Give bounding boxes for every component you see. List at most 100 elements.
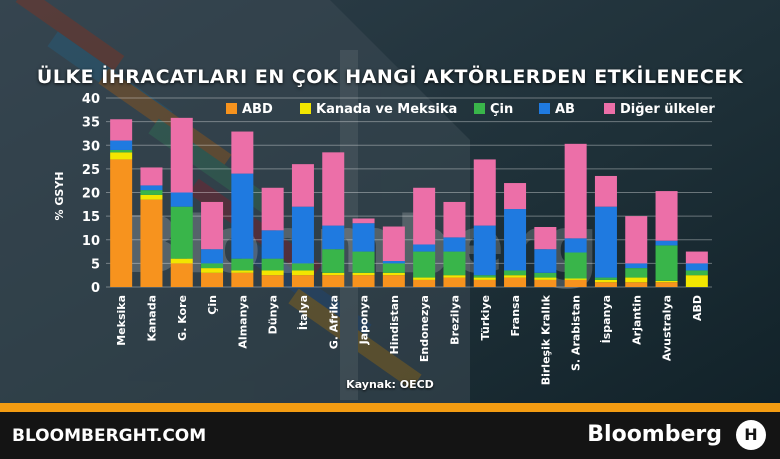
bar-segment	[564, 278, 587, 280]
bar-segment	[443, 237, 466, 252]
bar-segment	[443, 277, 466, 287]
x-tick-label: Japonya	[358, 295, 371, 345]
bar-segment	[564, 279, 587, 287]
bar-segment	[564, 238, 587, 253]
bar-segment	[413, 279, 436, 287]
bar-segment	[534, 277, 557, 280]
site-link[interactable]: BLOOMBERGHT.COM	[12, 426, 207, 446]
grid-lines	[106, 97, 712, 288]
bar-segment	[322, 272, 345, 276]
chart-title: ÜLKE İHRACATLARI EN ÇOK HANGİ AKTÖRLERDE…	[36, 66, 744, 88]
x-tick-label: Avustralya	[661, 295, 674, 361]
bar-segment	[594, 277, 617, 280]
legend-swatch	[539, 103, 550, 114]
bar-segment	[625, 282, 648, 287]
legend-swatch	[604, 103, 615, 114]
bar-segment	[504, 183, 527, 210]
y-tick-label: 30	[82, 139, 100, 154]
bar-segment	[352, 223, 375, 252]
bloomberght-logo-icon: H	[736, 420, 766, 450]
bar-segment	[382, 261, 405, 264]
bar-segment	[352, 272, 375, 276]
legend: ABD Kanada ve Meksika Çin AB Diğer ülkeler	[226, 102, 715, 117]
legend-label: Kanada ve Meksika	[316, 102, 457, 117]
bar-segment	[655, 240, 678, 246]
bar-segment	[352, 275, 375, 287]
bar-segment	[231, 272, 254, 287]
footer-accent-stripe	[0, 403, 780, 412]
x-tick-label: Dünya	[267, 295, 280, 334]
y-axis-label: % GSYH	[53, 172, 66, 221]
y-tick-label: 40	[82, 92, 100, 107]
x-tick-label: G. Kore	[176, 295, 189, 341]
bar-segment	[231, 270, 254, 273]
bar-segment	[413, 187, 436, 245]
bar-segment	[140, 194, 163, 200]
bar-segment	[534, 249, 557, 273]
bar-segment	[110, 149, 133, 153]
bar-segment	[564, 252, 587, 279]
bar-segment	[110, 119, 133, 141]
bar-segment	[291, 275, 314, 287]
bar-segment	[201, 272, 224, 287]
legend-swatch	[300, 103, 311, 114]
bar-segment	[140, 190, 163, 195]
bar-segment	[473, 277, 496, 280]
bar-segment	[352, 218, 375, 224]
bar-segment	[261, 270, 284, 276]
bar-segment	[201, 201, 224, 250]
y-axis-ticks: 0 5 10 15 20 25 30 35 40	[82, 92, 100, 296]
bar-segment	[534, 279, 557, 287]
bar-segment	[110, 152, 133, 160]
bar-segment	[170, 263, 193, 287]
x-tick-label: ABD	[691, 295, 704, 321]
bar-segment	[110, 159, 133, 287]
stacked-bar-chart: 0 5 10 15 20 25 30 35 40 Meksika Kanada G. Kore Çin…	[53, 92, 715, 385]
bar-segment	[594, 206, 617, 278]
bar-segment	[504, 275, 527, 278]
bar-segment	[625, 277, 648, 283]
bar-segment	[625, 263, 648, 269]
bar-segment	[352, 251, 375, 273]
brand-name: Bloomberg	[587, 422, 722, 447]
legend-swatch	[474, 103, 485, 114]
footer: BLOOMBERGHT.COM Bloomberg H	[0, 412, 780, 459]
x-tick-label: S. Arabistan	[570, 295, 583, 371]
x-tick-label: Endonezya	[418, 295, 431, 362]
legend-label: Çin	[490, 102, 513, 117]
bar-segment	[261, 275, 284, 287]
bar-segment	[443, 275, 466, 278]
bar-segment	[170, 206, 193, 259]
bar-segment	[413, 251, 436, 278]
x-tick-label: Hindistan	[388, 295, 401, 355]
x-tick-label: G. Afrika	[327, 295, 340, 349]
legend-label: ABD	[242, 102, 273, 117]
bar-segment	[443, 251, 466, 276]
bar-segment	[382, 272, 405, 276]
bar-segment	[322, 249, 345, 273]
legend-label: AB	[555, 102, 575, 117]
bar-segment	[504, 209, 527, 271]
bar-segment	[201, 249, 224, 264]
bar-segment	[594, 175, 617, 207]
bar-segment	[473, 159, 496, 226]
bar-segment	[170, 117, 193, 193]
y-tick-label: 0	[91, 281, 100, 296]
x-tick-label: Türkiye	[479, 295, 492, 340]
bar-segment	[382, 275, 405, 287]
bar-segment	[322, 152, 345, 226]
bar-segment	[170, 258, 193, 264]
bar-segment	[534, 226, 557, 250]
legend-label: Diğer ülkeler	[620, 102, 715, 117]
source-note: Kaynak: OECD	[346, 378, 434, 391]
bars	[110, 117, 708, 287]
legend-item: ABD	[226, 102, 273, 117]
bar-segment	[625, 268, 648, 278]
y-tick-label: 25	[82, 163, 100, 178]
bar-segment	[231, 173, 254, 259]
x-tick-label: Brezilya	[448, 295, 461, 345]
bar-segment	[140, 199, 163, 287]
bar-segment	[625, 216, 648, 264]
bar-segment	[201, 268, 224, 273]
bar-segment	[291, 164, 314, 207]
